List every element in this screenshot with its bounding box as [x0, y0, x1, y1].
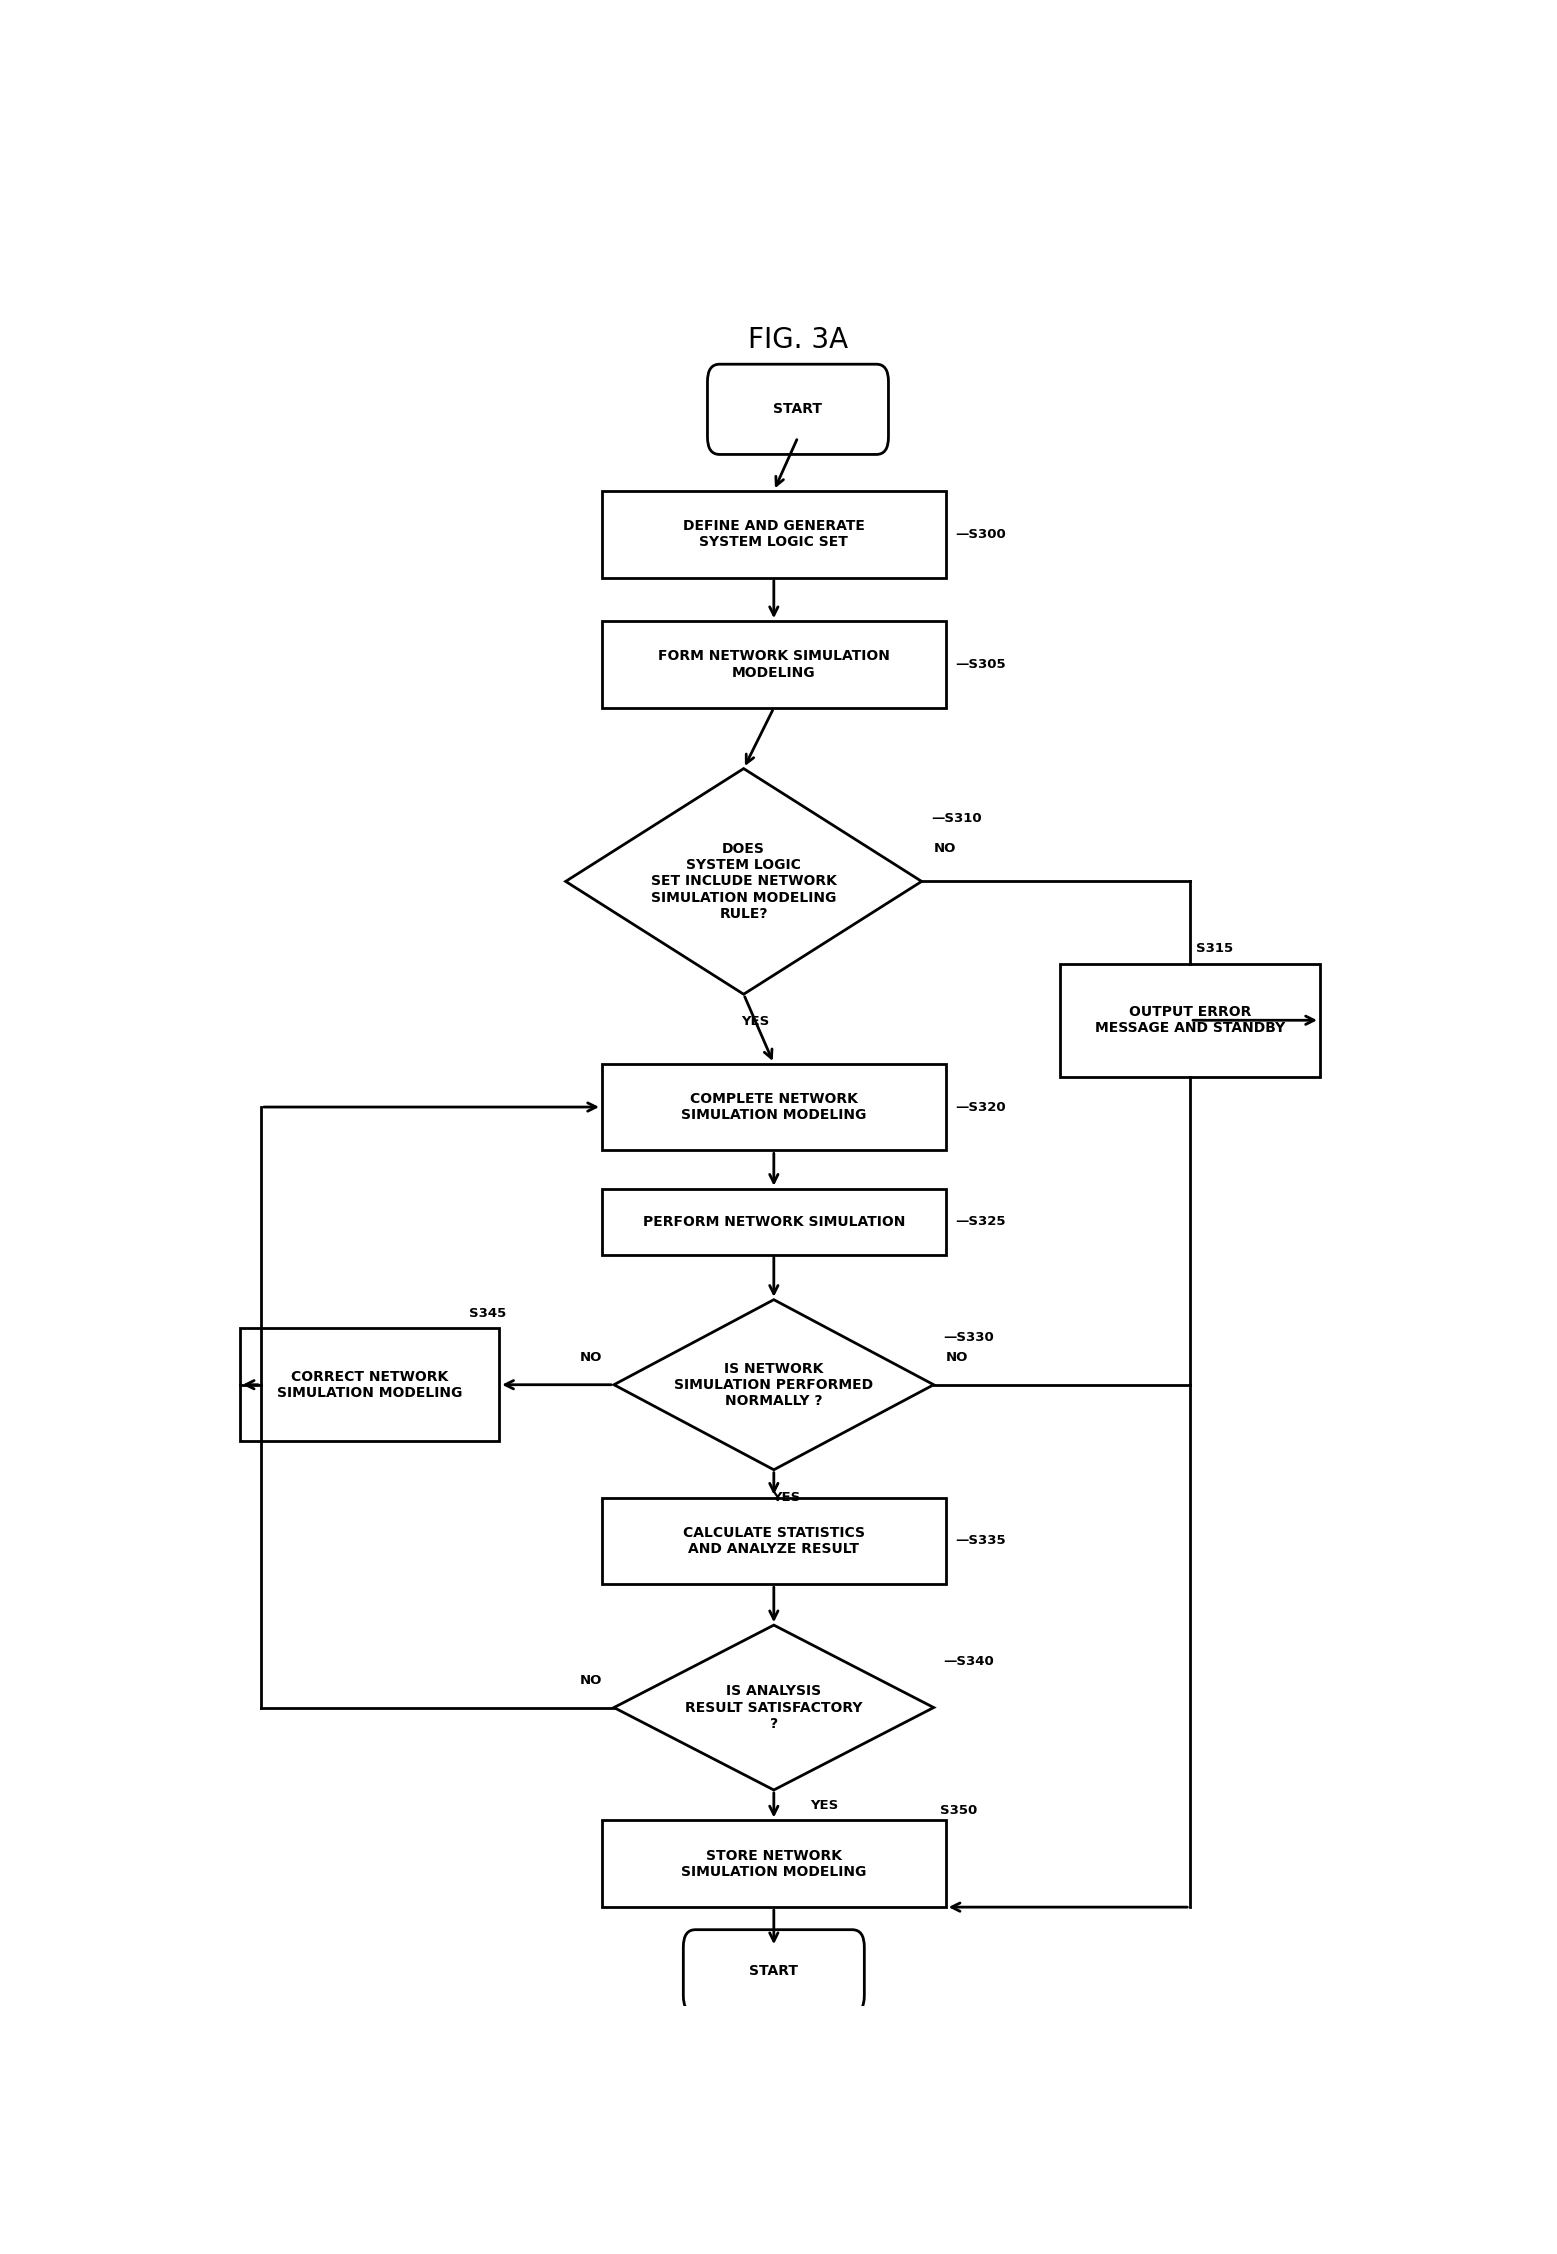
Text: NO: NO [934, 843, 956, 854]
Text: PERFORM NETWORK SIMULATION: PERFORM NETWORK SIMULATION [643, 1215, 905, 1228]
Text: COMPLETE NETWORK
SIMULATION MODELING: COMPLETE NETWORK SIMULATION MODELING [680, 1091, 867, 1122]
Polygon shape [565, 769, 922, 994]
Bar [603, 1188, 945, 1255]
Text: S315: S315 [1196, 942, 1233, 956]
Text: OUTPUT ERROR
MESSAGE AND STANDBY: OUTPUT ERROR MESSAGE AND STANDBY [1095, 1005, 1285, 1035]
Bar [1060, 965, 1320, 1077]
Text: YES: YES [741, 1014, 769, 1028]
Text: —S305: —S305 [956, 658, 1006, 672]
Text: NO: NO [945, 1350, 968, 1364]
Text: S345: S345 [469, 1307, 506, 1319]
Text: —S310: —S310 [931, 811, 982, 825]
Text: DEFINE AND GENERATE
SYSTEM LOGIC SET: DEFINE AND GENERATE SYSTEM LOGIC SET [684, 518, 864, 550]
Text: CALCULATE STATISTICS
AND ANALYZE RESULT: CALCULATE STATISTICS AND ANALYZE RESULT [684, 1526, 864, 1555]
Text: CORRECT NETWORK
SIMULATION MODELING: CORRECT NETWORK SIMULATION MODELING [277, 1370, 462, 1400]
FancyBboxPatch shape [707, 365, 889, 455]
Bar [240, 1328, 500, 1440]
Text: YES: YES [772, 1490, 800, 1503]
FancyBboxPatch shape [684, 1929, 864, 2013]
Text: NO: NO [579, 1675, 603, 1686]
Polygon shape [613, 1301, 934, 1470]
Bar [603, 1064, 945, 1150]
Text: YES: YES [810, 1799, 838, 1812]
Bar [603, 1497, 945, 1585]
Text: IS NETWORK
SIMULATION PERFORMED
NORMALLY ?: IS NETWORK SIMULATION PERFORMED NORMALLY… [674, 1361, 873, 1409]
Text: FIG. 3A: FIG. 3A [747, 327, 849, 354]
Polygon shape [613, 1625, 934, 1790]
Text: —S325: —S325 [956, 1215, 1006, 1228]
Text: STORE NETWORK
SIMULATION MODELING: STORE NETWORK SIMULATION MODELING [680, 1848, 867, 1880]
Text: —S330: —S330 [944, 1330, 993, 1343]
Text: S350: S350 [940, 1803, 976, 1817]
Text: NO: NO [579, 1350, 603, 1364]
Text: —S335: —S335 [956, 1535, 1006, 1548]
Text: START: START [749, 1963, 799, 1979]
Text: FORM NETWORK SIMULATION
MODELING: FORM NETWORK SIMULATION MODELING [659, 649, 889, 678]
Bar [603, 622, 945, 708]
Text: START: START [774, 401, 822, 417]
Text: DOES
SYSTEM LOGIC
SET INCLUDE NETWORK
SIMULATION MODELING
RULE?: DOES SYSTEM LOGIC SET INCLUDE NETWORK SI… [651, 843, 836, 922]
Bar [603, 491, 945, 577]
Text: —S320: —S320 [956, 1100, 1006, 1113]
Text: —S340: —S340 [944, 1654, 993, 1668]
Text: —S300: —S300 [956, 527, 1006, 541]
Bar [603, 1821, 945, 1907]
Text: IS ANALYSIS
RESULT SATISFACTORY
?: IS ANALYSIS RESULT SATISFACTORY ? [685, 1684, 863, 1731]
